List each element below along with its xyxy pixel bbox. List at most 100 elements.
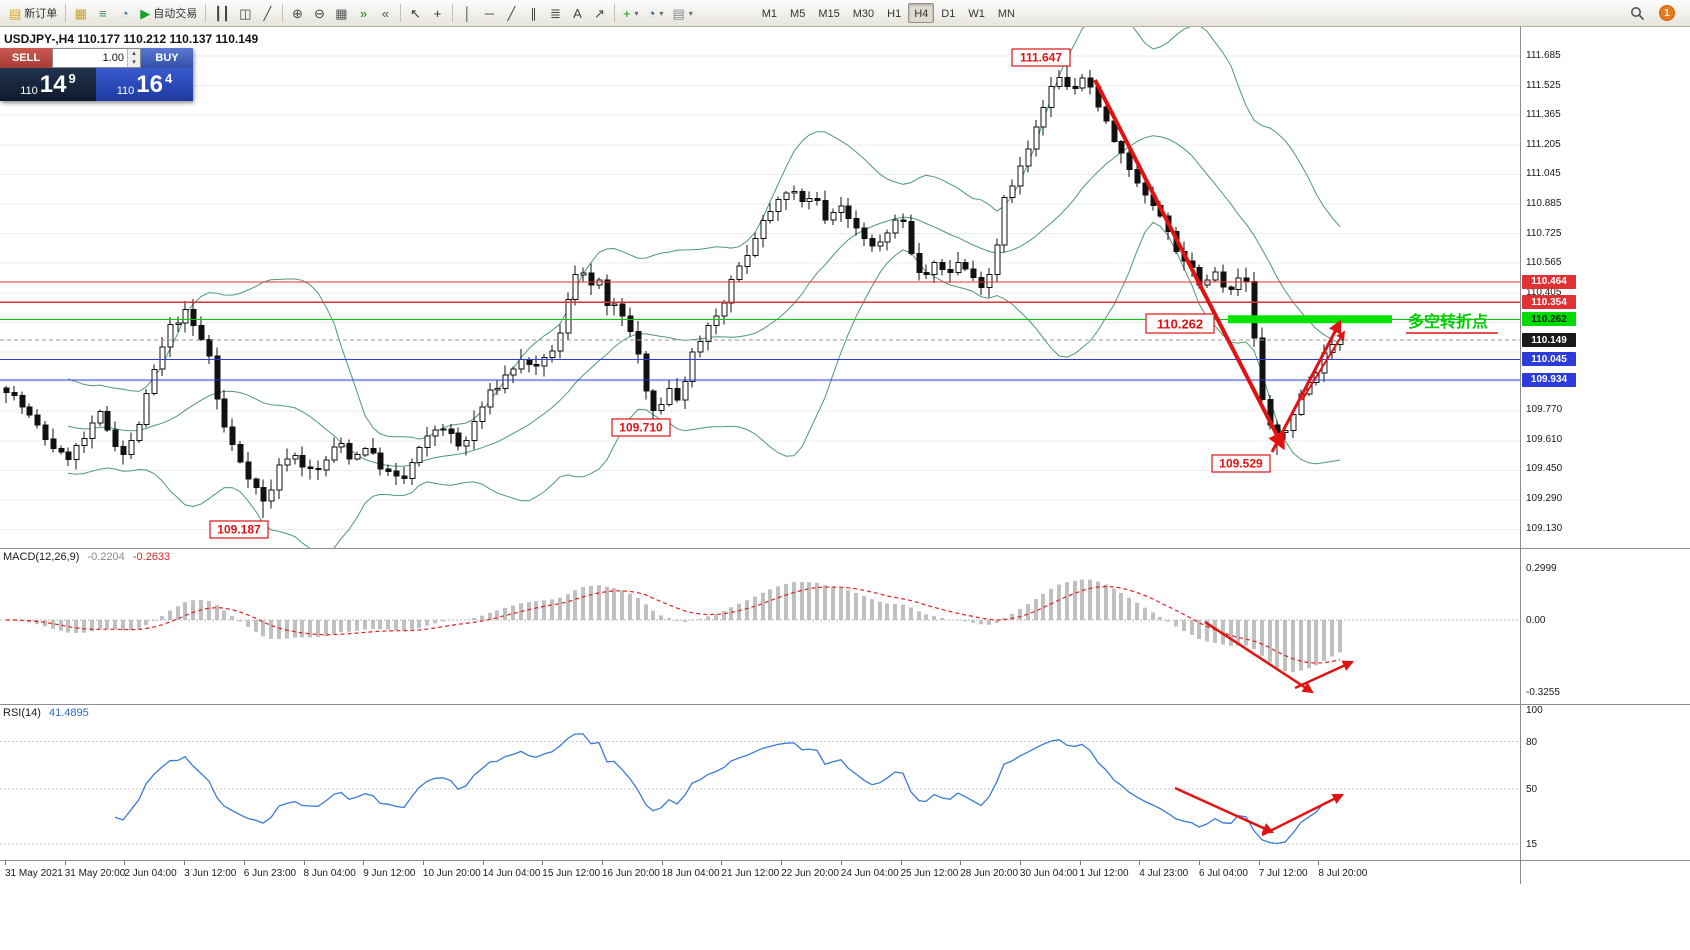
chart-title: USDJPY-,H4 110.177 110.212 110.137 110.1… — [4, 32, 259, 46]
navigator-icon[interactable]: ◔ — [114, 2, 135, 24]
vertical-line-icon[interactable]: │ — [457, 2, 478, 24]
text-label-icon[interactable]: A — [567, 2, 588, 24]
crosshair-icon[interactable]: + — [427, 2, 448, 24]
zoom-in-icon-icon: ⊕ — [292, 5, 303, 21]
fibonacci-retracement-icon[interactable]: ≣ — [545, 2, 566, 24]
toolbar-separator — [65, 4, 67, 22]
rsi-value: 41.4895 — [48, 707, 89, 719]
price-callout[interactable] — [611, 418, 671, 437]
horizontal-line-icon[interactable]: ─ — [479, 2, 500, 24]
timeframe-h4[interactable]: H4 — [908, 3, 935, 23]
time-tick — [1318, 861, 1320, 865]
lot-size-field[interactable]: 1.00 ▴ ▾ — [52, 48, 141, 68]
zoom-out-icon[interactable]: ⊖ — [309, 2, 330, 24]
timeframe-m1[interactable]: M1 — [761, 7, 778, 20]
charts-grid-icon[interactable]: ▦ — [70, 2, 91, 24]
time-tick — [363, 861, 365, 865]
price-callout[interactable] — [1011, 48, 1071, 67]
rsi-separator[interactable] — [0, 704, 1690, 705]
tile-windows-icon[interactable]: ▦ — [331, 2, 352, 24]
buy-price[interactable]: 110 16 4 — [96, 68, 193, 101]
time-label: 21 Jun 12:00 — [721, 868, 780, 879]
price-axis[interactable]: 111.685 111.525 111.365 111.205 111.045 110.8… — [1521, 27, 1690, 884]
text-label-icon-icon: A — [573, 5, 582, 21]
chart-shift-icon[interactable]: « — [375, 2, 396, 24]
price-chart[interactable]: 111.647 110.262 109.710 109.529 109.187 多空转折点 — [0, 27, 1520, 548]
turning-point-label[interactable]: 多空转折点 — [1408, 312, 1488, 331]
template-button[interactable]: ▤ ▾ — [668, 2, 696, 24]
auto-scroll-icon[interactable]: » — [353, 2, 374, 24]
notification-badge[interactable]: 1 — [1659, 5, 1675, 21]
bar-chart-icon[interactable]: ┃┃ — [210, 2, 234, 24]
periodicity-button[interactable]: ◔ ▾ — [644, 2, 668, 24]
auto-scroll-icon-icon: » — [359, 5, 368, 21]
line-chart-icon[interactable]: ╱ — [257, 2, 278, 24]
market-watch-icon[interactable]: ≡ — [92, 2, 113, 24]
price-tag: 109.934 — [1522, 372, 1576, 387]
add-indicator-button[interactable]: + ▾ — [619, 2, 643, 24]
sell-price-pip: 9 — [68, 71, 76, 86]
macd-axis-max: 0.2999 — [1526, 563, 1557, 574]
candlestick-chart-icon[interactable]: ◫ — [235, 2, 256, 24]
timeframe-m5[interactable]: M5 — [790, 7, 806, 20]
time-tick — [64, 861, 66, 865]
zoom-in-icon[interactable]: ⊕ — [287, 2, 308, 24]
sell-button[interactable]: SELL — [0, 48, 52, 68]
charts-grid-icon-icon: ▦ — [74, 5, 87, 21]
time-axis[interactable]: 31 May 2021 31 May 20:00 2 Jun 04:00 3 Jun … — [0, 860, 1690, 886]
macd-axis-min: -0.3255 — [1526, 687, 1560, 698]
macd-separator[interactable] — [0, 548, 1690, 549]
timeframe-mn[interactable]: MN — [997, 7, 1015, 20]
add-indicator-icon: + — [622, 5, 631, 21]
price-tick: 109.450 — [1526, 463, 1563, 475]
price-tick: 109.130 — [1526, 522, 1563, 534]
lot-increase-button[interactable]: ▴ — [128, 49, 140, 58]
lot-size-value[interactable]: 1.00 — [102, 52, 124, 64]
zoom-out-icon-icon: ⊖ — [314, 5, 325, 21]
macd-panel[interactable] — [0, 548, 1520, 704]
new-order-icon: ▤ — [9, 5, 22, 21]
arrow-object-icon-icon: ↗ — [594, 5, 605, 21]
arrow-object-icon[interactable]: ↗ — [589, 2, 610, 24]
price-axis-border — [1520, 27, 1521, 884]
periodicity-icon: ◔ — [647, 5, 656, 21]
timeframe-d1[interactable]: D1 — [941, 7, 956, 20]
time-label: 4 Jul 23:00 — [1139, 868, 1189, 879]
time-tick — [124, 861, 126, 865]
bollinger-bands — [67, 27, 1341, 548]
time-label: 8 Jun 04:00 — [303, 868, 356, 879]
rsi-label: RSI(14) — [3, 707, 41, 719]
price-callout[interactable] — [1145, 313, 1215, 334]
trendline-icon[interactable]: ╱ — [501, 2, 522, 24]
price-callout[interactable] — [1211, 454, 1271, 473]
price-callout[interactable] — [209, 520, 269, 539]
timeframe-m30[interactable]: M30 — [852, 7, 875, 20]
rsi-panel[interactable] — [0, 704, 1520, 860]
search-button[interactable] — [1626, 2, 1649, 24]
macd-value: -0.2204 — [87, 551, 125, 563]
timeframe-group: M1 M5 M15 M30 H1 H4 D1 W1 MN — [756, 3, 1021, 23]
rsi-label-row: RSI(14) 41.4895 — [3, 707, 89, 719]
time-tick — [1079, 861, 1081, 865]
macd-label: MACD(12,26,9) — [3, 551, 80, 563]
time-tick — [721, 861, 723, 865]
equidistant-channel-icon[interactable]: ∥ — [523, 2, 544, 24]
timeframe-m15[interactable]: M15 — [818, 7, 840, 20]
timeframe-w1[interactable]: W1 — [968, 7, 985, 20]
sell-price[interactable]: 110 14 9 — [0, 68, 96, 101]
timeframe-h1[interactable]: H1 — [887, 7, 902, 20]
price-tick: 110.725 — [1526, 227, 1562, 239]
price-callout-text: 109.187 — [217, 523, 261, 537]
line-chart-icon-icon: ╱ — [263, 5, 272, 21]
autotrading-button[interactable]: ▶ 自动交易 — [136, 2, 201, 24]
new-order-button[interactable]: ▤ 新订单 — [5, 2, 61, 24]
buy-button[interactable]: BUY — [141, 48, 193, 68]
price-tick: 110.565 — [1526, 257, 1562, 269]
time-label: 3 Jun 12:00 — [184, 868, 237, 879]
cursor-icon[interactable]: ↖ — [405, 2, 426, 24]
time-tick — [1258, 861, 1260, 865]
price-tick: 109.610 — [1526, 433, 1563, 445]
lot-decrease-button[interactable]: ▾ — [128, 58, 140, 67]
time-label: 2 Jun 04:00 — [124, 868, 177, 879]
turning-point-zone[interactable] — [1228, 315, 1392, 324]
